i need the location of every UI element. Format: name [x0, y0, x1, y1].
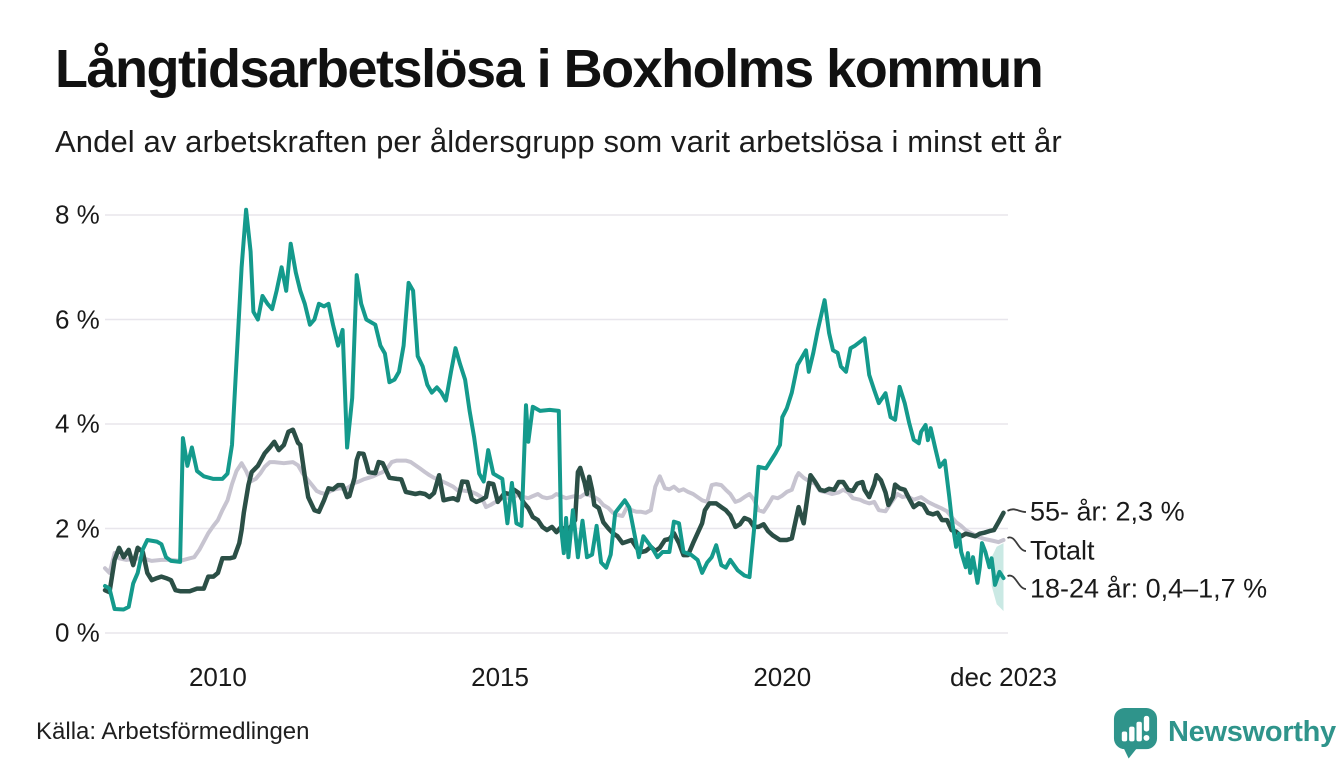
source-note: Källa: Arbetsförmedlingen	[36, 718, 310, 745]
y-axis-tick-8: 8 %	[55, 199, 100, 230]
page-title: Långtidsarbetslösa i Boxholms kommun	[55, 39, 1044, 99]
x-axis-tick-2010: 2010	[188, 662, 247, 692]
newsworthy-icon	[1113, 708, 1158, 759]
leader-line-55-r	[1007, 508, 1027, 513]
end-label-18-24-r: 18-24 år: 0,4–1,7 %	[1030, 573, 1268, 604]
x-axis-tick-2020: 2020	[753, 662, 812, 692]
y-axis-tick-2: 2 %	[55, 513, 100, 543]
y-axis-tick-6: 6 %	[55, 304, 100, 334]
x-axis-tick-dec-2023: dec 2023	[949, 662, 1057, 692]
series-line-totalt	[103, 458, 1006, 575]
chart-subtitle: Andel av arbetskraften per åldersgrupp s…	[55, 124, 1062, 159]
newsworthy-wordmark: Newsworthy	[1168, 716, 1336, 748]
series-line-55-r	[102, 427, 1006, 595]
x-axis-tick-2015: 2015	[471, 662, 529, 692]
leader-line-totalt	[1007, 536, 1027, 552]
leader-line-18-24-r	[1007, 574, 1027, 590]
end-label-totalt: Totalt	[1030, 535, 1095, 566]
end-label-55-r: 55- år: 2,3 %	[1030, 496, 1185, 527]
series-line-18-24-r	[103, 207, 1006, 612]
newsworthy-logo: Newsworthy	[1112, 706, 1336, 759]
y-axis-tick-0: 0 %	[55, 617, 100, 648]
y-axis-tick-4: 4 %	[55, 408, 100, 439]
